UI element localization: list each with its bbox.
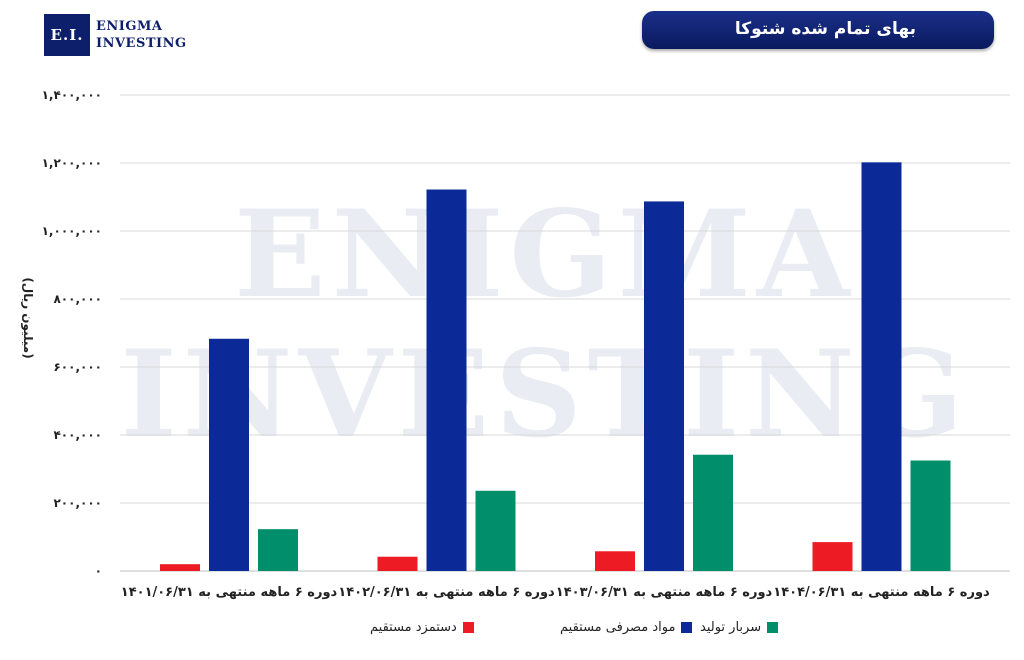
logo-line-2: INVESTING	[96, 36, 187, 51]
bar-2-2	[426, 189, 467, 571]
legend-swatch	[681, 622, 693, 633]
bar-2-3	[644, 201, 684, 572]
legend-item: دستمزد مستقیم	[370, 620, 474, 635]
x-tick-label: دوره ۶ ماهه منتهی به ۱۴۰۳/۰۶/۳۱	[556, 585, 773, 600]
legend-label: سربار تولید	[700, 620, 762, 635]
chart-title-banner: بهای تمام شده شتوکا	[642, 11, 994, 49]
bar-3-4	[910, 460, 951, 571]
legend-item: سربار تولید	[700, 620, 779, 635]
bar-1-1	[160, 564, 200, 571]
bar-1-4	[812, 542, 853, 571]
y-tick-label: ۸۰۰,۰۰۰	[53, 292, 102, 306]
chart-title: بهای تمام شده شتوکا	[734, 19, 916, 39]
legend-swatch	[767, 622, 779, 633]
legend-swatch	[462, 622, 474, 633]
bar-1-3	[595, 551, 635, 571]
logo-mark: E.I.	[44, 14, 90, 56]
y-tick-label: ۴۰۰,۰۰۰	[53, 428, 102, 442]
y-tick-label: ۰	[95, 564, 102, 578]
y-tick-label: ۶۰۰,۰۰۰	[53, 360, 102, 374]
bar-3-2	[475, 490, 516, 571]
y-tick-label: ۱,۰۰۰,۰۰۰	[42, 224, 102, 238]
chart-legend: دستمزد مستقیم مواد مصرفی مستقیم سربار تولی…	[0, 620, 1024, 640]
bar-1-2	[377, 556, 418, 571]
legend-label: مواد مصرفی مستقیم	[560, 620, 676, 635]
logo-line-1: ENIGMA	[96, 19, 163, 34]
bar-2-4	[861, 162, 902, 571]
y-tick-label: ۱,۲۰۰,۰۰۰	[42, 156, 102, 170]
y-axis-label: (میلیون ریال)	[20, 277, 35, 358]
y-tick-label: ۱,۴۰۰,۰۰۰	[42, 88, 102, 102]
x-tick-label: دوره ۶ ماهه منتهی به ۱۴۰۲/۰۶/۳۱	[338, 585, 555, 600]
logo: E.I. ENIGMA INVESTING	[44, 14, 187, 56]
legend-item: مواد مصرفی مستقیم	[560, 620, 693, 635]
x-tick-label: دوره ۶ ماهه منتهی به ۱۴۰۴/۰۶/۳۱	[773, 585, 990, 600]
bar-2-1	[209, 338, 249, 571]
y-tick-label: ۲۰۰,۰۰۰	[53, 496, 102, 510]
bar-3-1	[258, 529, 298, 571]
x-tick-label: دوره ۶ ماهه منتهی به ۱۴۰۱/۰۶/۳۱	[121, 585, 338, 600]
legend-label: دستمزد مستقیم	[370, 620, 457, 635]
bar-3-3	[693, 454, 733, 571]
logo-wordmark: ENIGMA INVESTING	[96, 18, 187, 52]
